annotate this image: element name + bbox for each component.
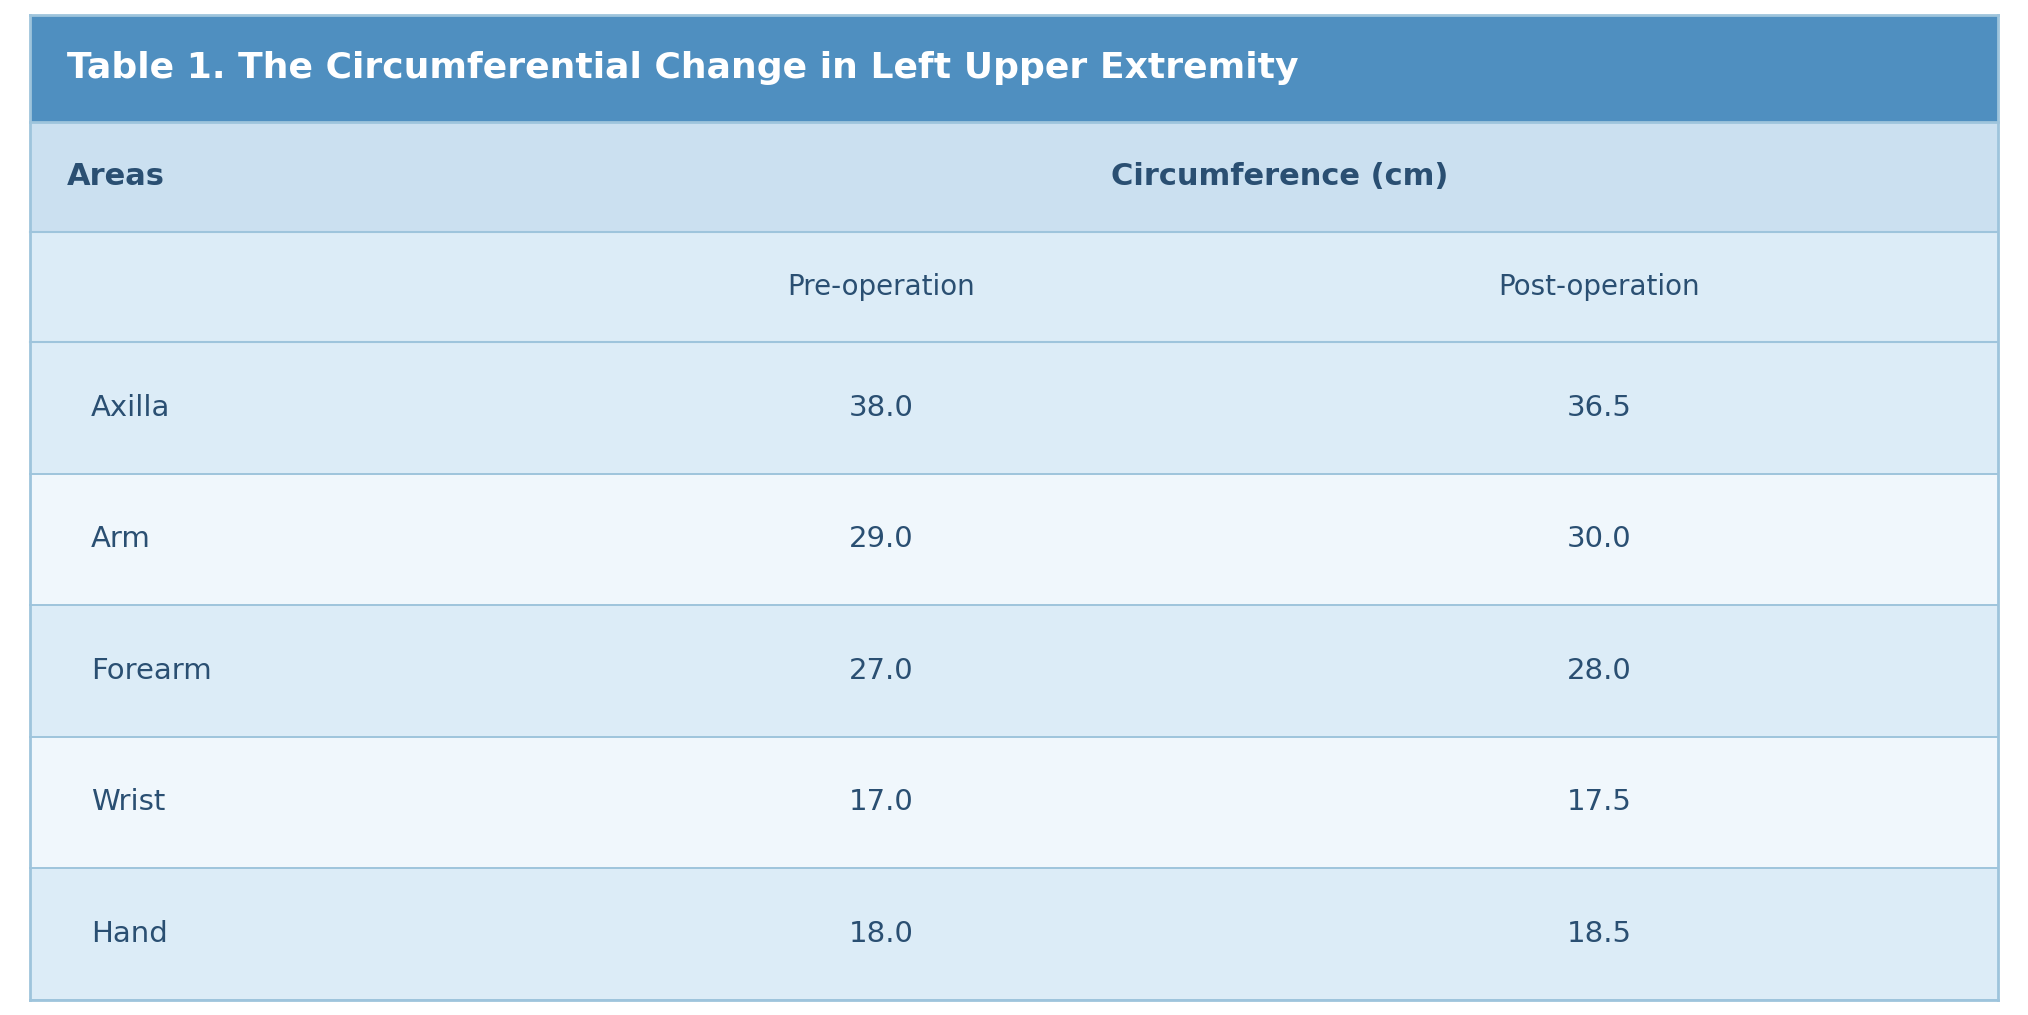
Text: Post-operation: Post-operation (1499, 273, 1699, 301)
Text: Hand: Hand (91, 920, 168, 948)
Text: Areas: Areas (67, 162, 164, 191)
Text: Axilla: Axilla (91, 394, 170, 422)
Text: 17.0: 17.0 (850, 789, 913, 816)
Text: 29.0: 29.0 (850, 526, 913, 553)
Bar (30, 231, 1998, 342)
Text: Wrist: Wrist (91, 789, 166, 816)
Bar (30, 342, 1998, 474)
Text: Table 1. The Circumferential Change in Left Upper Extremity: Table 1. The Circumferential Change in L… (67, 52, 1298, 85)
Text: Pre-operation: Pre-operation (787, 273, 975, 301)
Bar (30, 122, 1998, 231)
Text: Arm: Arm (91, 526, 152, 553)
Text: Forearm: Forearm (91, 657, 213, 685)
Text: 38.0: 38.0 (850, 394, 915, 422)
Text: 30.0: 30.0 (1568, 526, 1633, 553)
Bar (30, 737, 1998, 868)
Text: 28.0: 28.0 (1568, 657, 1633, 685)
Bar (30, 605, 1998, 737)
Bar (30, 15, 1998, 122)
Bar (30, 868, 1998, 1000)
Text: 18.0: 18.0 (850, 920, 915, 948)
Text: 27.0: 27.0 (850, 657, 913, 685)
Text: Circumference (cm): Circumference (cm) (1111, 162, 1448, 191)
Text: 18.5: 18.5 (1568, 920, 1633, 948)
Text: 36.5: 36.5 (1568, 394, 1633, 422)
Text: 17.5: 17.5 (1568, 789, 1633, 816)
Bar (30, 474, 1998, 605)
